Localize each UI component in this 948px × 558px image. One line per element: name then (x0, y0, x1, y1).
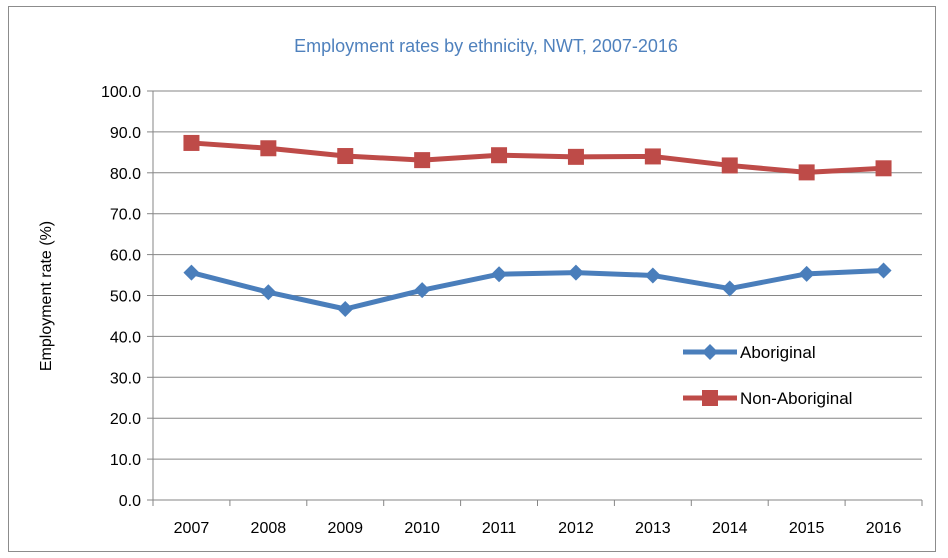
data-point (721, 157, 738, 174)
y-tick-label: 70.0 (110, 207, 141, 224)
data-point (337, 148, 354, 165)
data-point (875, 262, 892, 279)
data-point (567, 264, 584, 281)
data-point (644, 148, 661, 165)
data-point (644, 267, 661, 284)
x-tick-label: 2007 (174, 520, 210, 537)
data-point (260, 140, 277, 157)
data-point (491, 147, 508, 164)
x-tick-label: 2012 (558, 520, 594, 537)
series-2 (183, 134, 892, 181)
data-point (183, 134, 200, 151)
data-point (337, 300, 354, 317)
data-point (798, 265, 815, 282)
y-tick-label: 60.0 (110, 248, 141, 265)
legend-item: Aboriginal (683, 343, 816, 362)
y-tick-label: 10.0 (110, 452, 141, 469)
data-point (875, 160, 892, 177)
legend-marker (702, 390, 718, 406)
x-tick-label: 2010 (404, 520, 440, 537)
y-tick-label: 20.0 (110, 411, 141, 428)
gridlines (153, 90, 922, 460)
x-tick-label: 2011 (482, 520, 517, 537)
data-point (414, 282, 431, 299)
y-tick-label: 40.0 (110, 329, 141, 346)
x-tick-label: 2016 (866, 520, 902, 537)
y-tick-label: 100.0 (101, 84, 141, 101)
series (183, 134, 892, 317)
data-point (721, 280, 738, 297)
y-tick-label: 50.0 (110, 289, 141, 306)
legend-item: Non-Aboriginal (683, 389, 852, 408)
legend-label: Aboriginal (740, 343, 816, 362)
data-point (260, 284, 277, 301)
data-point (798, 164, 815, 181)
legend: Aboriginal Non-Aboriginal (683, 343, 852, 408)
x-tick-label: 2014 (712, 520, 748, 537)
data-point (491, 266, 508, 283)
y-axis-title: Employment rate (%) (38, 221, 55, 371)
y-tick-label: 90.0 (110, 125, 141, 142)
data-point (183, 264, 200, 281)
legend-marker (702, 344, 718, 360)
series-line (188, 140, 887, 175)
chart-title: Employment rates by ethnicity, NWT, 2007… (294, 36, 678, 56)
legend-label: Non-Aboriginal (740, 389, 852, 408)
x-tick-label: 2015 (789, 520, 825, 537)
data-point (414, 152, 431, 169)
x-tick-label: 2008 (251, 520, 287, 537)
y-tick-label: 0.0 (119, 493, 141, 510)
series-1 (183, 262, 892, 317)
axes: 0.0 10.0 20.0 30.0 40.0 50.0 60.0 70.0 80.0 90.0 1… (101, 84, 923, 537)
data-point (567, 148, 584, 165)
series-line (188, 268, 887, 312)
x-tick-label: 2009 (327, 520, 363, 537)
y-tick-label: 80.0 (110, 166, 141, 183)
x-tick-label: 2013 (635, 520, 671, 537)
y-tick-label: 30.0 (110, 370, 141, 387)
